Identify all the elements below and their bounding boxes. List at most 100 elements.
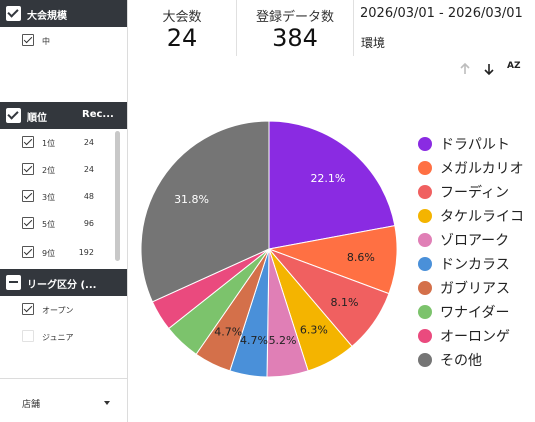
legend-swatch	[418, 353, 432, 367]
scorecard-value: 24	[166, 24, 198, 52]
environment-label: 環境	[361, 36, 386, 50]
slice-value-label: 22.1%	[310, 172, 345, 185]
option-checkbox[interactable]	[22, 303, 34, 315]
legend-label: フーディン	[440, 185, 510, 201]
legend-label: ワナイダー	[440, 305, 510, 321]
legend-item[interactable]: フーディン	[418, 181, 535, 205]
arrow-up-icon[interactable]	[458, 62, 472, 76]
option-label: 中	[42, 37, 50, 46]
option-label: オープン	[42, 306, 74, 315]
option-count: 24	[83, 138, 94, 147]
filter-option[interactable]: ジュニア	[0, 324, 112, 350]
legend-label: ガブリアス	[440, 281, 510, 297]
option-checkbox[interactable]	[22, 246, 34, 258]
option-count: 24	[83, 165, 94, 174]
slice-value-label: 8.6%	[347, 251, 375, 264]
option-label: 1位	[42, 139, 56, 148]
legend-item[interactable]: タケルライコ	[418, 205, 535, 229]
slice-value-label: 4.7%	[240, 334, 268, 347]
divider	[236, 0, 237, 56]
legend-swatch	[418, 233, 432, 247]
sort-az-icon[interactable]: AZ	[507, 61, 521, 71]
legend-swatch	[418, 185, 432, 199]
filter-header-rank[interactable]: 順位 Rec...	[0, 102, 127, 129]
option-checkbox[interactable]	[22, 217, 34, 229]
legend-item[interactable]: その他	[418, 349, 535, 373]
option-checkbox[interactable]	[22, 190, 34, 202]
option-label: ジュニア	[42, 333, 74, 342]
legend-label: ドンカラス	[440, 257, 510, 273]
slice-value-label: 6.3%	[300, 324, 328, 337]
legend-item[interactable]: ワナイダー	[418, 301, 535, 325]
pie-chart: 22.1%8.6%8.1%6.3%5.2%4.7%4.7%31.8%	[140, 120, 398, 378]
filter-option[interactable]: 9位 192	[0, 240, 112, 266]
legend-swatch	[418, 161, 432, 175]
filter-option[interactable]: オープン	[0, 297, 112, 323]
filter-header-size[interactable]: 大会規模	[0, 0, 127, 27]
slice-value-label: 31.8%	[174, 193, 209, 206]
legend-label: ドラパルト	[440, 137, 510, 153]
record-count-column-header[interactable]: Rec...	[82, 109, 114, 120]
sort-az-text: AZ	[507, 61, 521, 71]
legend-item[interactable]: メガルカリオ	[418, 157, 535, 181]
legend-label: メガルカリオ	[440, 161, 524, 177]
legend-label: タケルライコ	[440, 209, 524, 225]
filter-scrollbar[interactable]	[115, 131, 120, 261]
filter-title: リーグ区分 (...	[27, 280, 97, 291]
legend-swatch	[418, 209, 432, 223]
slice-value-label: 4.7%	[214, 326, 242, 339]
option-checkbox[interactable]	[22, 34, 34, 46]
filter-panel: 大会規模 中 順位 Rec... 1位 24 2位 24 3位 48 5位 96…	[0, 0, 128, 422]
date-range-picker[interactable]: 2026/03/01 - 2026/03/01	[360, 6, 523, 21]
filter-option[interactable]: 3位 48	[0, 184, 112, 210]
option-checkbox[interactable]	[22, 330, 34, 342]
option-count: 192	[78, 248, 94, 257]
pie-slice[interactable]	[268, 120, 396, 250]
legend-swatch	[418, 281, 432, 295]
legend-item[interactable]: ドラパルト	[418, 133, 535, 157]
legend-swatch	[418, 305, 432, 319]
legend-label: オーロンゲ	[440, 329, 510, 345]
select-all-checkbox[interactable]	[6, 275, 21, 290]
select-all-checkbox[interactable]	[6, 6, 21, 21]
divider	[353, 0, 354, 56]
option-label: 3位	[42, 193, 56, 202]
arrow-down-icon[interactable]	[482, 62, 496, 76]
option-count: 48	[83, 192, 94, 201]
filter-header-league[interactable]: リーグ区分 (...	[0, 269, 127, 296]
legend-item[interactable]: オーロンゲ	[418, 325, 535, 349]
filter-option[interactable]: 5位 96	[0, 211, 112, 237]
scorecard-tournaments: 大会数 24	[128, 0, 236, 56]
legend-swatch	[418, 137, 432, 151]
legend-swatch	[418, 257, 432, 271]
option-count: 96	[83, 219, 94, 228]
legend-item[interactable]: ゾロアーク	[418, 229, 535, 253]
filter-option[interactable]: 中	[0, 28, 112, 54]
legend-item[interactable]: ガブリアス	[418, 277, 535, 301]
legend-swatch	[418, 329, 432, 343]
caret-down-icon	[104, 401, 110, 405]
legend-item[interactable]: ドンカラス	[418, 253, 535, 277]
store-dropdown[interactable]: 店舗	[0, 378, 127, 422]
chart-legend: ドラパルトメガルカリオ フーディンタケルライコ ゾロアークドンカラスガブリアスワナイ…	[418, 133, 535, 373]
legend-label: その他	[440, 353, 482, 369]
scorecard-label: 登録データ数	[255, 10, 334, 25]
option-checkbox[interactable]	[22, 163, 34, 175]
scorecard-label: 大会数	[162, 10, 202, 25]
filter-option[interactable]: 2位 24	[0, 157, 112, 183]
filter-title: 大会規模	[27, 11, 67, 22]
option-checkbox[interactable]	[22, 136, 34, 148]
pie-slice[interactable]	[140, 120, 270, 303]
option-label: 2位	[42, 166, 56, 175]
option-label: 5位	[42, 220, 56, 229]
store-dropdown-label: 店舗	[22, 400, 41, 410]
slice-value-label: 8.1%	[331, 296, 359, 309]
slice-value-label: 5.2%	[269, 334, 297, 347]
scorecard-value: 384	[272, 24, 318, 52]
scorecard-entries: 登録データ数 384	[237, 0, 353, 56]
option-label: 9位	[42, 249, 56, 258]
legend-label: ゾロアーク	[440, 233, 510, 249]
select-all-checkbox[interactable]	[6, 108, 21, 123]
filter-title: 順位	[27, 113, 47, 124]
filter-option[interactable]: 1位 24	[0, 130, 112, 156]
